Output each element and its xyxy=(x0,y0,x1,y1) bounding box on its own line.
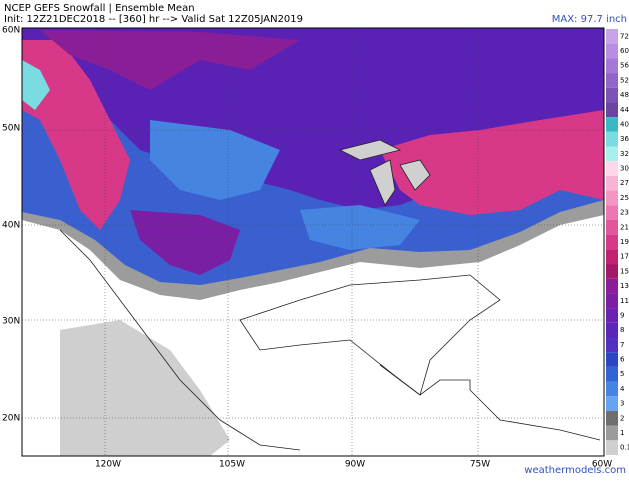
colorbar-swatch xyxy=(606,131,618,147)
colorbar-label: 21 xyxy=(620,223,629,231)
colorbar-swatch xyxy=(606,219,618,235)
colorbar-label: 13 xyxy=(620,282,629,290)
colorbar-swatch xyxy=(606,425,618,441)
lat-label: 30N xyxy=(2,317,20,327)
colorbar-swatch xyxy=(606,73,618,88)
lon-label: 105W xyxy=(219,460,245,470)
colorbar-label: 2 xyxy=(620,414,624,422)
colorbar-label: 0.1 xyxy=(620,444,629,452)
lat-label: 40N xyxy=(2,221,20,231)
colorbar-swatch xyxy=(606,396,618,411)
colorbar-swatch xyxy=(606,264,618,279)
colorbar-swatch xyxy=(606,190,618,206)
colorbar-swatch xyxy=(606,293,618,309)
lon-label: 60W xyxy=(592,460,612,470)
colorbar-label: 32 xyxy=(620,150,629,158)
colorbar-label: 48 xyxy=(620,91,629,99)
lon-label: 120W xyxy=(95,460,121,470)
colorbar-swatch xyxy=(606,322,618,338)
colorbar-swatch xyxy=(606,352,618,367)
colorbar-label: 52 xyxy=(620,76,629,84)
colorbar-swatch xyxy=(606,234,618,250)
colorbar-label: 4 xyxy=(620,385,625,393)
colorbar-label: 30 xyxy=(620,165,629,173)
colorbar-swatch xyxy=(606,29,618,44)
lat-label: 20N xyxy=(2,414,20,424)
colorbar-label: 27 xyxy=(620,179,629,187)
colorbar-label: 23 xyxy=(620,209,629,217)
colorbar-label: 9 xyxy=(620,311,624,319)
subtitle: Init: 12Z21DEC2018 -- [360] hr --> Valid… xyxy=(4,14,303,25)
colorbar-swatch xyxy=(606,43,618,59)
colorbar-swatch xyxy=(606,308,618,323)
lon-label: 75W xyxy=(470,460,490,470)
colorbar-swatch xyxy=(606,278,618,294)
colorbar-label: 56 xyxy=(620,62,629,70)
colorbar-swatch xyxy=(606,366,618,382)
colorbar-swatch xyxy=(606,205,618,220)
colorbar-swatch xyxy=(606,102,618,118)
colorbar-swatch xyxy=(606,117,618,132)
colorbar-label: 40 xyxy=(620,120,629,128)
colorbar-label: 11 xyxy=(620,297,629,305)
colorbar-label: 25 xyxy=(620,194,629,202)
watermark: weathermodels.com xyxy=(524,465,626,476)
colorbar-label: 8 xyxy=(620,326,624,334)
colorbar-swatch xyxy=(606,146,618,162)
colorbar-label: 5 xyxy=(620,370,624,378)
lat-label: 50N xyxy=(2,124,20,134)
colorbar-label: 3 xyxy=(620,400,624,408)
colorbar-label: 7 xyxy=(620,341,624,349)
colorbar-swatch xyxy=(606,410,618,426)
colorbar-label: 19 xyxy=(620,238,629,246)
max-label: MAX: 97.7 inch xyxy=(552,14,627,25)
colorbar-label: 1 xyxy=(620,429,624,437)
colorbar-swatch xyxy=(606,337,618,353)
colorbar-label: 17 xyxy=(620,253,629,261)
colorbar-label: 6 xyxy=(620,356,625,364)
colorbar-label: 15 xyxy=(620,267,629,275)
colorbar-label: 72 xyxy=(620,32,629,40)
map xyxy=(21,27,605,457)
colorbar-label: 44 xyxy=(620,106,629,114)
colorbar-label: 36 xyxy=(620,135,629,143)
colorbar-label: 60 xyxy=(620,47,629,55)
colorbar-swatch xyxy=(606,87,618,103)
colorbar-swatch xyxy=(606,175,618,191)
colorbar-swatch xyxy=(606,381,618,397)
lon-label: 90W xyxy=(345,460,365,470)
colorbar-swatch xyxy=(606,161,618,176)
colorbar: 7260565248444036323027252321191715131198… xyxy=(606,29,629,455)
colorbar-swatch xyxy=(606,440,618,455)
title: NCEP GEFS Snowfall | Ensemble Mean xyxy=(4,3,195,14)
colorbar-swatch xyxy=(606,249,618,265)
colorbar-swatch xyxy=(606,58,618,74)
lat-label: 60N xyxy=(2,26,20,36)
